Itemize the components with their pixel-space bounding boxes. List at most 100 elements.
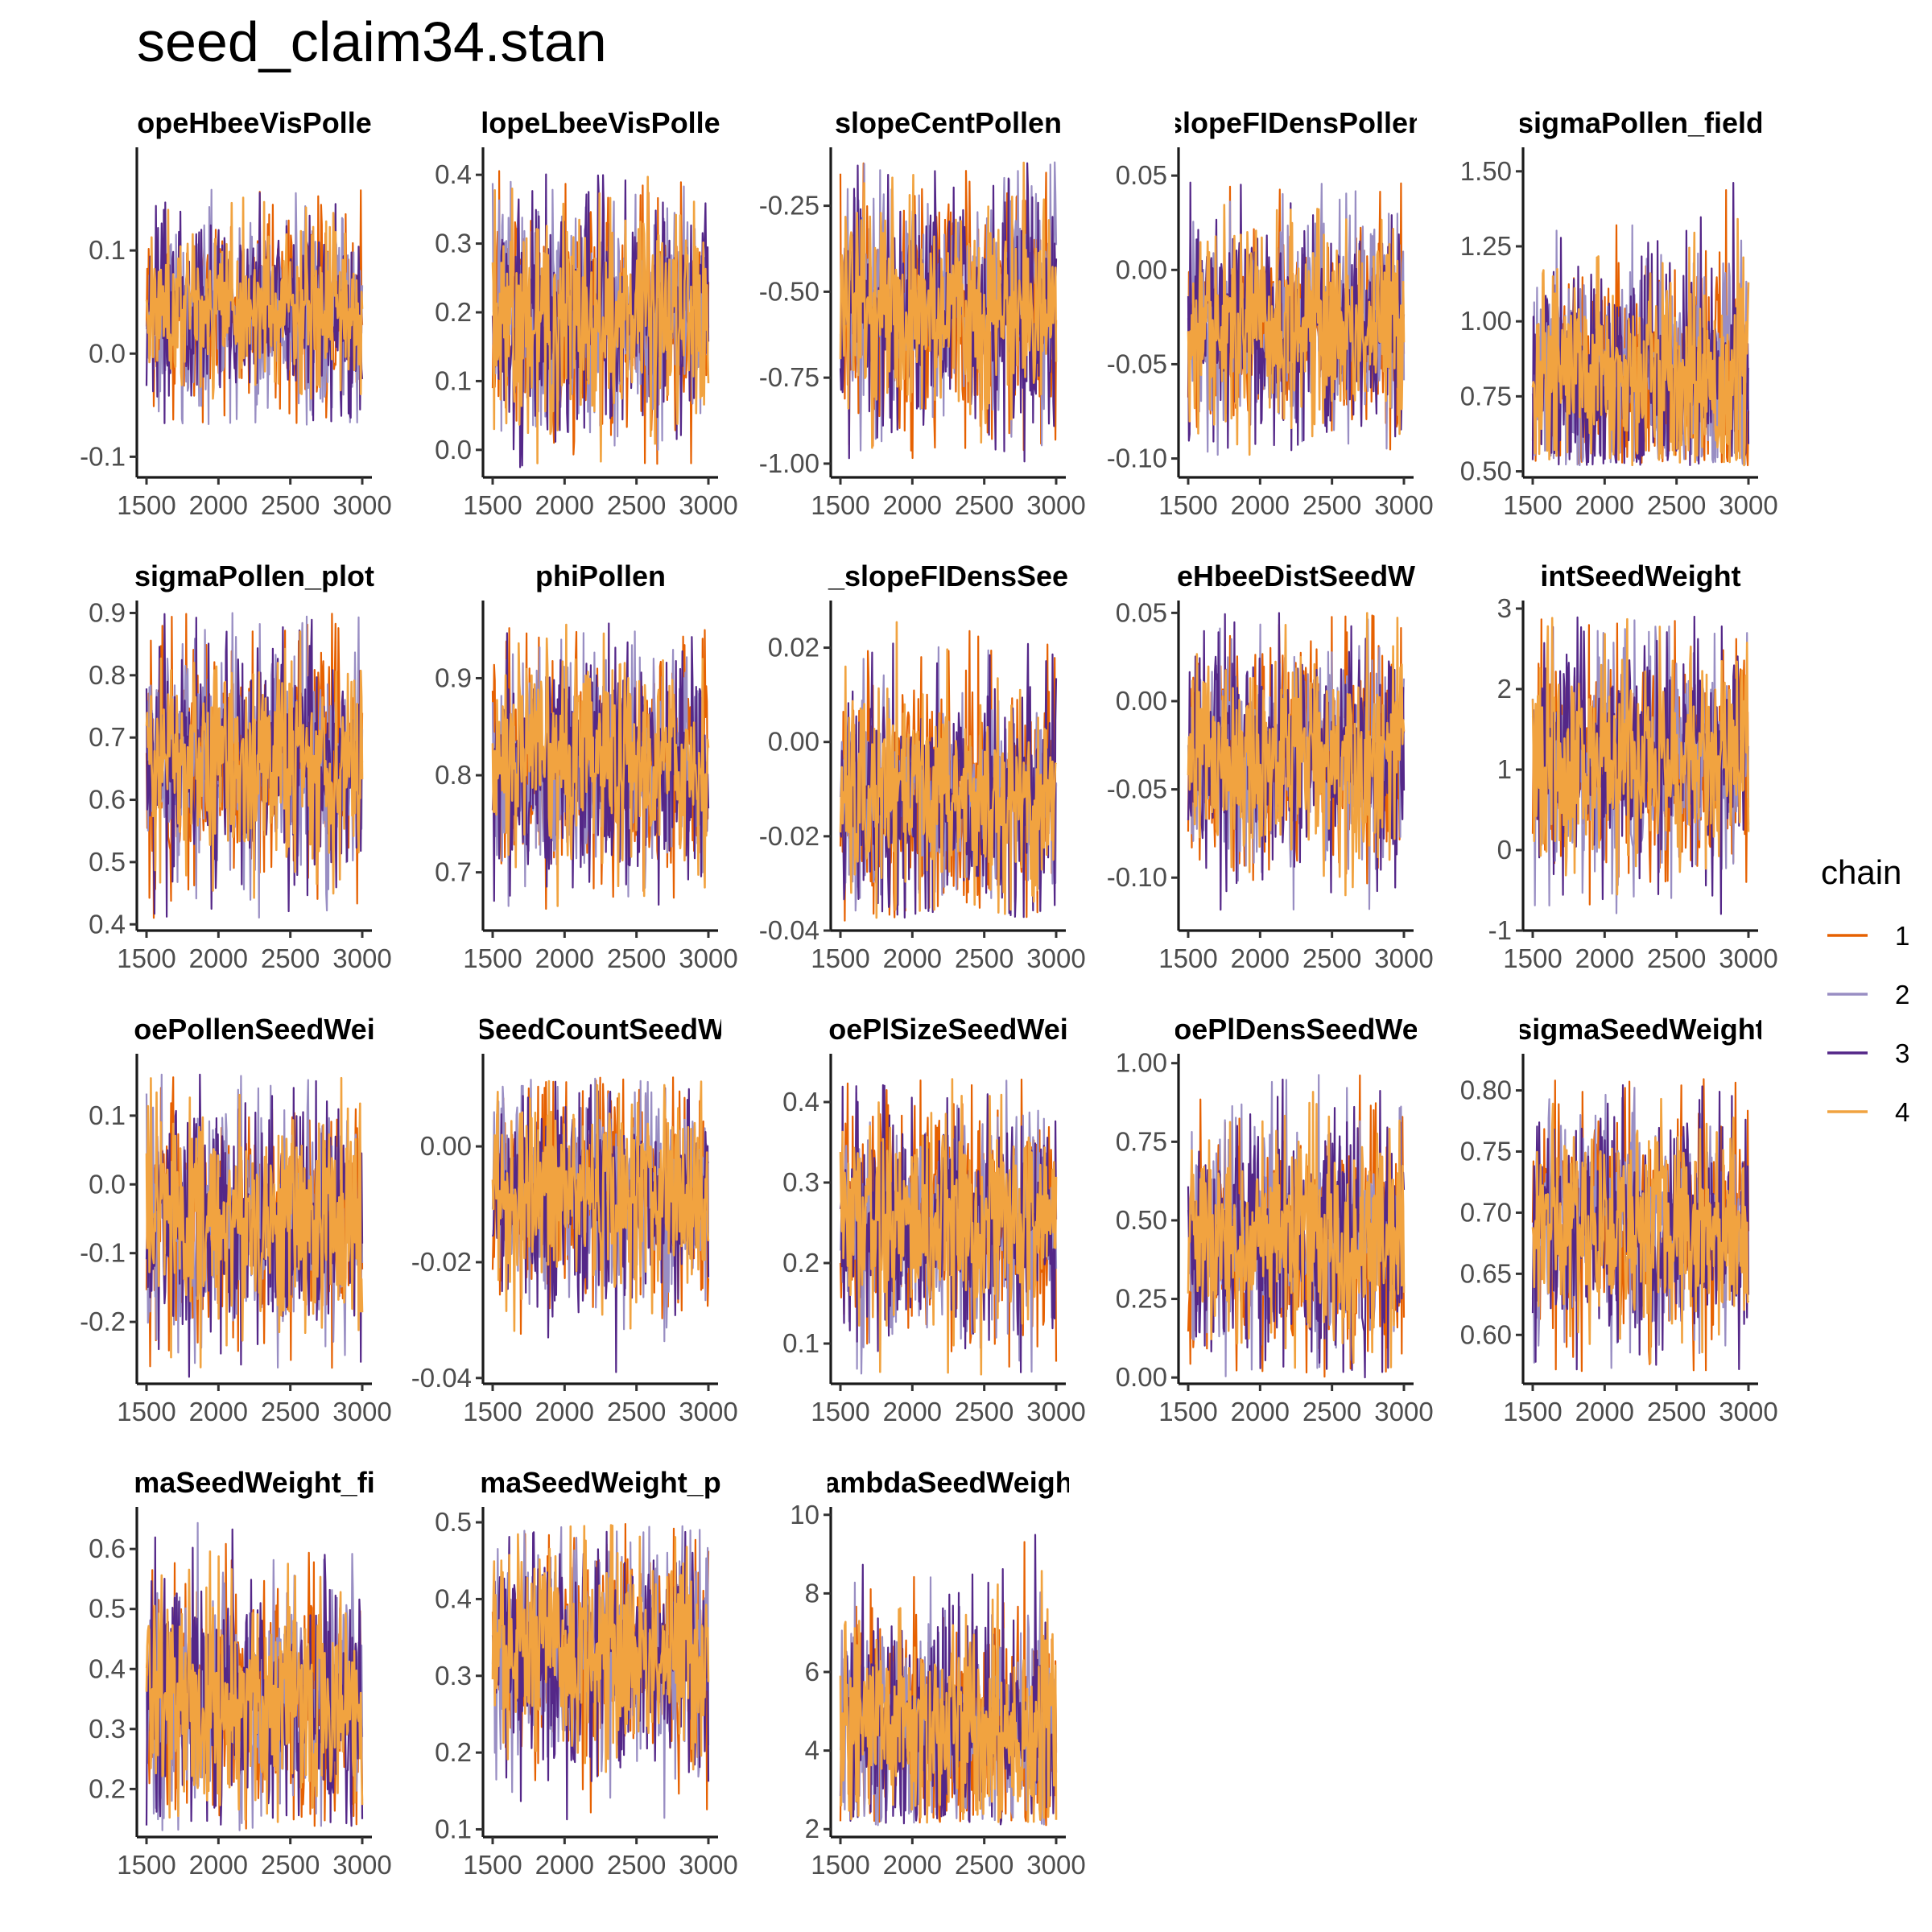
x-tick-label: 2500 [1302, 943, 1361, 973]
y-tick-label: -1.00 [759, 448, 819, 478]
y-tick-label: 0.05 [1116, 597, 1167, 627]
panel-title: slopeCentPollen [835, 106, 1062, 139]
y-tick-label: 0.00 [768, 727, 819, 757]
y-tick-label: 0.50 [1116, 1205, 1167, 1235]
trace-panel: sigmaPollen_field 0.50 0.75 1.00 1.25 1.50 150… [1460, 106, 1778, 520]
trace-line-chain-4 [145, 196, 364, 400]
trace-line-chain-4 [145, 630, 364, 899]
x-tick-label: 3000 [1374, 1397, 1433, 1426]
panel-title: SeedCountSeedW [476, 1013, 725, 1046]
y-tick-label: 0.2 [435, 297, 472, 327]
y-tick-label: 6 [805, 1657, 819, 1686]
y-tick-label: -0.10 [1107, 862, 1167, 892]
y-tick-label: 0.3 [89, 1714, 126, 1744]
panel-title: ambdaSeedWeigh [824, 1466, 1072, 1499]
x-tick-label: 3000 [679, 943, 737, 973]
x-tick-label: 2000 [1231, 490, 1290, 520]
panel-title: sigmaPollen_field [1517, 106, 1764, 139]
x-tick-label: 2500 [607, 490, 666, 520]
trace-panel: slopeCentPollen -1.00 -0.75 -0.50 -0.25 1500 2… [759, 106, 1086, 520]
panel-title: oePollenSeedWei [134, 1013, 374, 1046]
x-tick-label: 3000 [1719, 490, 1777, 520]
panel-title: intSeedWeight [1540, 559, 1740, 592]
panel-title: sigmaSeedWeight [1516, 1013, 1765, 1046]
legend-label: 4 [1895, 1097, 1909, 1127]
x-tick-label: 3000 [1374, 943, 1433, 973]
panel-title: phiPollen [535, 559, 666, 592]
x-tick-label: 2000 [535, 1850, 594, 1880]
x-tick-label: 2000 [883, 490, 942, 520]
trace-line-chain-4 [1187, 204, 1406, 456]
trace-line-chain-4 [1531, 1097, 1750, 1364]
legend-label: 2 [1895, 980, 1909, 1009]
y-tick-label: 0.7 [435, 857, 472, 887]
trace-panel: maSeedWeight_fi 0.2 0.3 0.4 0.5 0.6 1500 2000 25… [89, 1466, 392, 1880]
legend-title: chain [1821, 853, 1901, 891]
x-tick-label: 2500 [1647, 943, 1706, 973]
panel-title: maSeedWeight_p [480, 1466, 720, 1499]
x-tick-label: 1500 [463, 490, 522, 520]
trace-line-chain-4 [491, 175, 710, 464]
legend-label: 3 [1895, 1038, 1909, 1068]
y-tick-label: 0.4 [89, 909, 126, 939]
x-tick-label: 2000 [883, 1397, 942, 1426]
x-tick-label: 3000 [679, 1850, 737, 1880]
y-tick-label: 1.00 [1460, 306, 1512, 336]
y-tick-label: 0.1 [435, 1814, 472, 1843]
x-tick-label: 3000 [332, 490, 391, 520]
trace-line-chain-4 [839, 161, 1058, 449]
x-tick-label: 2500 [955, 1850, 1013, 1880]
y-tick-label: 0.50 [1460, 456, 1512, 486]
x-tick-label: 1500 [1503, 1397, 1562, 1426]
x-tick-label: 1500 [117, 1850, 175, 1880]
trace-panel: eHbeeDistSeedW -0.10 -0.05 0.00 0.05 1500 2000… [1107, 559, 1434, 973]
y-tick-label: 0.3 [435, 229, 472, 258]
trace-panel: sigmaPollen_plot 0.4 0.5 0.6 0.7 0.8 0.9 1500 20… [89, 559, 392, 973]
y-tick-label: 0.4 [782, 1087, 819, 1117]
trace-panel: SeedCountSeedW -0.04 -0.02 0.00 1500 2000 2500… [411, 1013, 738, 1426]
x-tick-label: 2000 [1575, 943, 1634, 973]
y-tick-label: -0.25 [759, 191, 819, 221]
x-tick-label: 2000 [535, 490, 594, 520]
y-tick-label: 0.70 [1460, 1197, 1512, 1227]
x-tick-label: 1500 [811, 1850, 869, 1880]
trace-panel: ambdaSeedWeigh 2 4 6 8 10 1500 2000 2500 3000 [790, 1466, 1085, 1880]
x-tick-label: 2500 [1302, 1397, 1361, 1426]
x-tick-label: 1500 [1158, 490, 1217, 520]
y-tick-label: 0.6 [89, 1534, 126, 1563]
trace-panel: lopeLbeeVisPolle 0.0 0.1 0.2 0.3 0.4 1500 2000 2… [435, 106, 738, 520]
y-tick-label: -0.2 [80, 1307, 126, 1336]
y-tick-label: 0.25 [1116, 1284, 1167, 1314]
panel-title: eHbeeDistSeedW [1177, 559, 1415, 592]
trace-panel: oePollenSeedWei -0.2 -0.1 0.0 0.1 1500 2000 250… [80, 1013, 392, 1426]
y-tick-label: 0.3 [782, 1167, 819, 1197]
y-tick-label: 0.1 [89, 235, 126, 265]
x-tick-label: 1500 [1158, 1397, 1217, 1426]
x-tick-label: 2000 [1575, 490, 1634, 520]
x-tick-label: 2000 [535, 943, 594, 973]
trace-line-chain-4 [145, 1550, 364, 1823]
y-tick-label: 2 [1497, 674, 1512, 704]
x-tick-label: 3000 [332, 1850, 391, 1880]
x-tick-label: 3000 [1026, 1397, 1085, 1426]
y-tick-label: 4 [805, 1736, 819, 1765]
y-tick-label: -0.10 [1107, 444, 1167, 473]
x-tick-label: 2000 [1231, 1397, 1290, 1426]
y-tick-label: 0.9 [435, 663, 472, 692]
x-tick-label: 3000 [1026, 1850, 1085, 1880]
y-tick-label: 0.4 [435, 159, 472, 189]
y-tick-label: 0.5 [89, 1594, 126, 1624]
x-tick-label: 2500 [955, 490, 1013, 520]
panel-title: opeHbeeVisPolle [137, 106, 371, 139]
trace-line-chain-4 [1187, 1091, 1406, 1369]
y-tick-label: 0.75 [1460, 1136, 1512, 1166]
y-tick-label: 1.50 [1460, 156, 1512, 186]
y-tick-label: 0 [1497, 835, 1512, 865]
x-tick-label: 2000 [1575, 1397, 1634, 1426]
y-tick-label: 0.02 [768, 633, 819, 663]
y-tick-label: 0.00 [1116, 686, 1167, 716]
y-tick-label: 0.6 [89, 785, 126, 815]
y-tick-label: -0.50 [759, 276, 819, 306]
trace-panel: opeHbeeVisPolle -0.1 0.0 0.1 1500 2000 2500 300… [80, 106, 392, 520]
